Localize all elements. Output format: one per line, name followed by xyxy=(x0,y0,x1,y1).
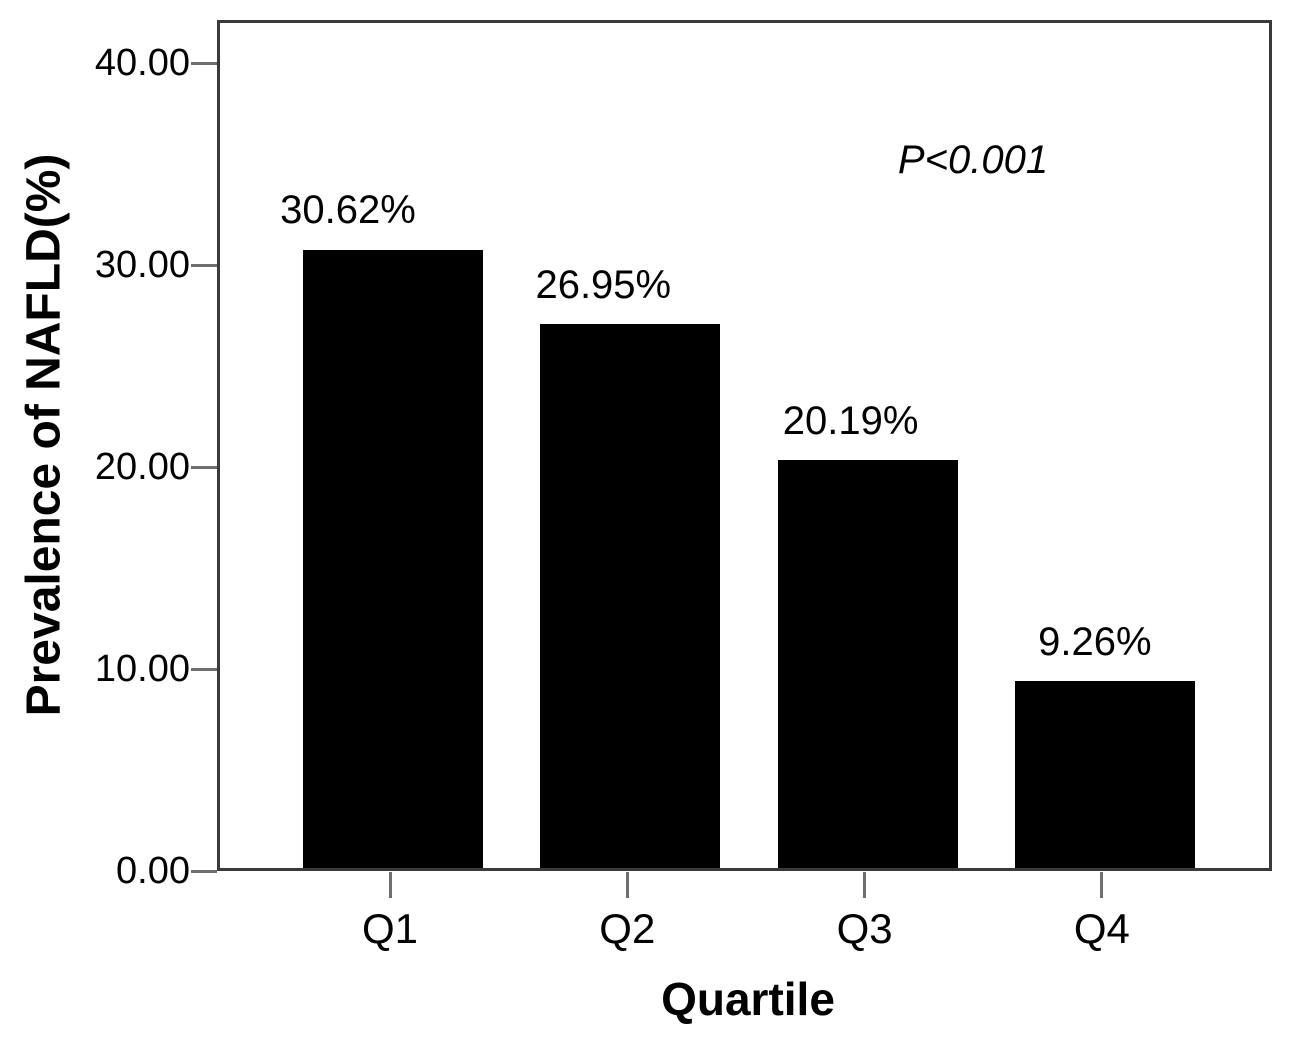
x-tick-label-q3: Q3 xyxy=(836,905,893,952)
x-tick-label-q4: Q4 xyxy=(1073,905,1130,952)
x-axis-tick xyxy=(388,872,392,898)
x-axis-tick xyxy=(625,872,629,898)
x-axis-tick xyxy=(1100,872,1104,898)
y-axis-tick xyxy=(191,263,217,267)
plot-area xyxy=(217,20,1272,871)
value-label-q2: 26.95% xyxy=(535,262,672,307)
value-label-q3: 20.19% xyxy=(782,399,919,444)
value-label-q1: 30.62% xyxy=(280,188,416,233)
y-axis-tick xyxy=(191,61,217,65)
y-axis-tick xyxy=(191,667,217,671)
y-tick-label: 40.00 xyxy=(94,42,190,85)
value-label-q4: 9.26% xyxy=(1038,619,1152,664)
x-axis-title: Quartile xyxy=(661,973,835,1025)
y-tick-label: 20.00 xyxy=(94,446,190,488)
x-tick-label-q2: Q2 xyxy=(599,905,656,952)
bar-q3 xyxy=(777,460,958,868)
y-axis-tick xyxy=(191,869,217,873)
bar-q4 xyxy=(1014,680,1195,868)
y-tick-label: 0.00 xyxy=(116,850,190,892)
y-tick-label: 30.00 xyxy=(94,244,190,287)
x-axis-tick xyxy=(863,872,867,898)
bar-q2 xyxy=(540,323,721,868)
y-tick-label: 10.00 xyxy=(94,648,190,690)
p-value-annotation: P<0.001 xyxy=(897,138,1049,182)
bar-q1 xyxy=(303,249,483,868)
y-axis-title: Prevalence of NAFLD(%) xyxy=(17,153,71,717)
y-axis-tick xyxy=(191,465,217,469)
x-tick-label-q1: Q1 xyxy=(361,905,419,952)
